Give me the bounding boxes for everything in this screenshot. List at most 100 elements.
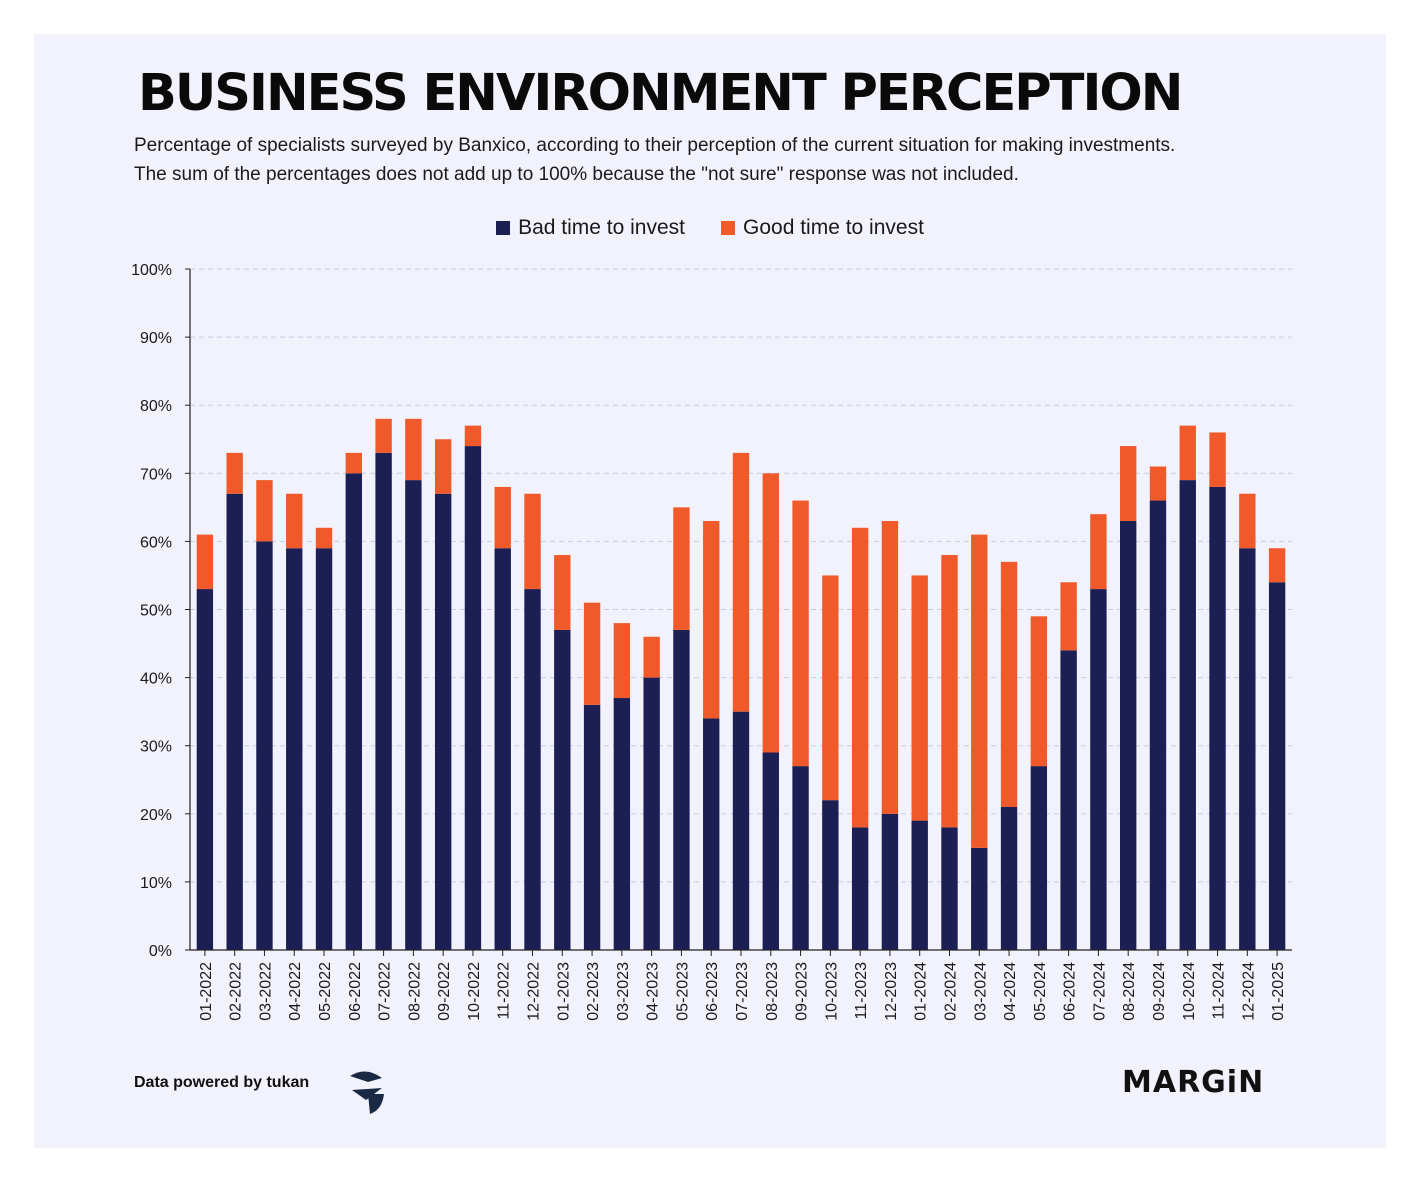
x-tick-label: 04-2022 xyxy=(287,962,304,1021)
legend-swatch-good xyxy=(721,221,735,235)
x-tick-label: 08-2024 xyxy=(1121,962,1138,1021)
bar-good-time-to-invest xyxy=(971,534,988,848)
subtitle-line-2: The sum of the percentages does not add … xyxy=(134,164,1019,185)
bar-good-time-to-invest xyxy=(256,480,273,542)
bar-bad-time-to-invest xyxy=(583,704,601,950)
bar-bad-time-to-invest xyxy=(434,493,452,950)
bar-bad-time-to-invest xyxy=(1239,548,1256,950)
x-tick-label: 11-2023 xyxy=(853,962,870,1020)
bar-good-time-to-invest xyxy=(1060,582,1077,651)
legend-swatch-bad xyxy=(496,221,511,235)
bar-bad-time-to-invest xyxy=(1000,806,1018,950)
legend-item-bad: Bad time to invest xyxy=(496,216,685,240)
y-tick-label: 80% xyxy=(140,398,172,415)
chart-subtitle: Percentage of specialists surveyed by Ba… xyxy=(134,131,1334,189)
bar-good-time-to-invest xyxy=(226,452,243,494)
bar-good-time-to-invest xyxy=(1000,561,1018,807)
bar-good-time-to-invest xyxy=(851,527,869,828)
legend-item-good: Good time to invest xyxy=(721,216,924,240)
x-tick-label: 01-2024 xyxy=(913,962,930,1021)
bar-good-time-to-invest xyxy=(345,452,363,474)
bar-good-time-to-invest xyxy=(554,555,571,630)
bar-bad-time-to-invest xyxy=(1060,650,1077,950)
bar-bad-time-to-invest xyxy=(554,629,571,950)
x-tick-label: 10-2024 xyxy=(1181,962,1198,1021)
bar-bad-time-to-invest xyxy=(971,847,988,950)
x-tick-label: 12-2023 xyxy=(883,962,900,1021)
y-tick-label: 0% xyxy=(149,943,172,960)
bar-bad-time-to-invest xyxy=(196,589,214,950)
bar-bad-time-to-invest xyxy=(881,813,899,950)
bar-bad-time-to-invest xyxy=(643,677,660,950)
bar-good-time-to-invest xyxy=(732,452,750,712)
x-tick-label: 05-2024 xyxy=(1032,962,1049,1021)
x-tick-label: 09-2023 xyxy=(794,962,811,1021)
bar-bad-time-to-invest xyxy=(911,820,928,950)
bar-good-time-to-invest xyxy=(1149,466,1167,501)
x-tick-label: 04-2024 xyxy=(1002,962,1019,1021)
bar-good-time-to-invest xyxy=(196,534,214,590)
x-tick-label: 03-2022 xyxy=(257,962,274,1021)
chart-title: BUSINESS ENVIRONMENT PERCEPTION xyxy=(138,64,1183,123)
y-tick-label: 40% xyxy=(140,671,172,688)
y-tick-label: 60% xyxy=(140,534,172,551)
bar-good-time-to-invest xyxy=(494,486,511,549)
bar-bad-time-to-invest xyxy=(732,711,750,950)
bar-good-time-to-invest xyxy=(1090,514,1107,590)
x-tick-label: 02-2022 xyxy=(228,962,245,1021)
bar-good-time-to-invest xyxy=(941,555,958,828)
bar-bad-time-to-invest xyxy=(1268,582,1286,950)
bar-good-time-to-invest xyxy=(1179,425,1196,481)
bar-bad-time-to-invest xyxy=(464,446,482,950)
bar-good-time-to-invest xyxy=(643,636,660,678)
bar-bad-time-to-invest xyxy=(405,480,422,950)
x-tick-label: 04-2023 xyxy=(645,962,662,1021)
y-tick-label: 20% xyxy=(140,807,172,824)
x-tick-label: 10-2022 xyxy=(466,962,483,1021)
y-tick-label: 10% xyxy=(140,875,172,892)
bar-good-time-to-invest xyxy=(434,439,452,494)
bar-good-time-to-invest xyxy=(315,527,333,549)
subtitle-line-1: Percentage of specialists surveyed by Ba… xyxy=(134,135,1176,156)
x-tick-label: 09-2022 xyxy=(436,962,453,1021)
x-tick-label: 08-2022 xyxy=(406,962,423,1021)
chart-legend: Bad time to invest Good time to invest xyxy=(34,216,1386,240)
x-tick-label: 01-2025 xyxy=(1270,962,1287,1021)
bar-bad-time-to-invest xyxy=(256,541,273,950)
y-tick-label: 90% xyxy=(140,330,172,347)
x-tick-label: 01-2023 xyxy=(555,962,572,1021)
bar-good-time-to-invest xyxy=(583,602,601,705)
bar-bad-time-to-invest xyxy=(1149,500,1167,950)
x-tick-label: 06-2022 xyxy=(347,962,364,1021)
x-tick-label: 03-2024 xyxy=(972,962,989,1021)
x-tick-label: 12-2022 xyxy=(526,962,543,1021)
tukan-logo-icon xyxy=(350,1071,384,1114)
bar-bad-time-to-invest xyxy=(1119,520,1137,950)
x-tick-label: 02-2023 xyxy=(585,962,602,1021)
bar-good-time-to-invest xyxy=(1239,493,1256,549)
margin-brand-logo: MARGiN xyxy=(1122,1065,1265,1100)
x-tick-label: 08-2023 xyxy=(764,962,781,1021)
x-tick-label: 01-2022 xyxy=(198,962,215,1021)
bar-good-time-to-invest xyxy=(1119,446,1137,521)
x-tick-label: 05-2023 xyxy=(674,962,691,1021)
bar-good-time-to-invest xyxy=(286,493,303,549)
legend-label-bad: Bad time to invest xyxy=(518,216,685,239)
bar-good-time-to-invest xyxy=(1030,616,1048,767)
bar-bad-time-to-invest xyxy=(524,589,541,950)
bar-good-time-to-invest xyxy=(613,623,631,699)
bar-bad-time-to-invest xyxy=(1179,480,1196,950)
bar-bad-time-to-invest xyxy=(762,752,779,950)
bar-bad-time-to-invest xyxy=(792,766,809,950)
bar-bad-time-to-invest xyxy=(822,800,839,950)
bar-chart-plot: 0% 10% 20% 30% 40% 50% 60% 70% 80% 90% 100% 01-2022… xyxy=(131,262,1292,1021)
bar-good-time-to-invest xyxy=(703,520,720,719)
bar-good-time-to-invest xyxy=(911,575,928,821)
x-tick-label: 03-2023 xyxy=(615,962,632,1021)
bar-good-time-to-invest xyxy=(375,418,392,453)
x-tick-label: 07-2023 xyxy=(734,962,751,1021)
bar-good-time-to-invest xyxy=(1209,432,1226,487)
bar-good-time-to-invest xyxy=(792,500,809,767)
bar-bad-time-to-invest xyxy=(851,827,869,950)
x-tick-label: 09-2024 xyxy=(1151,962,1168,1021)
